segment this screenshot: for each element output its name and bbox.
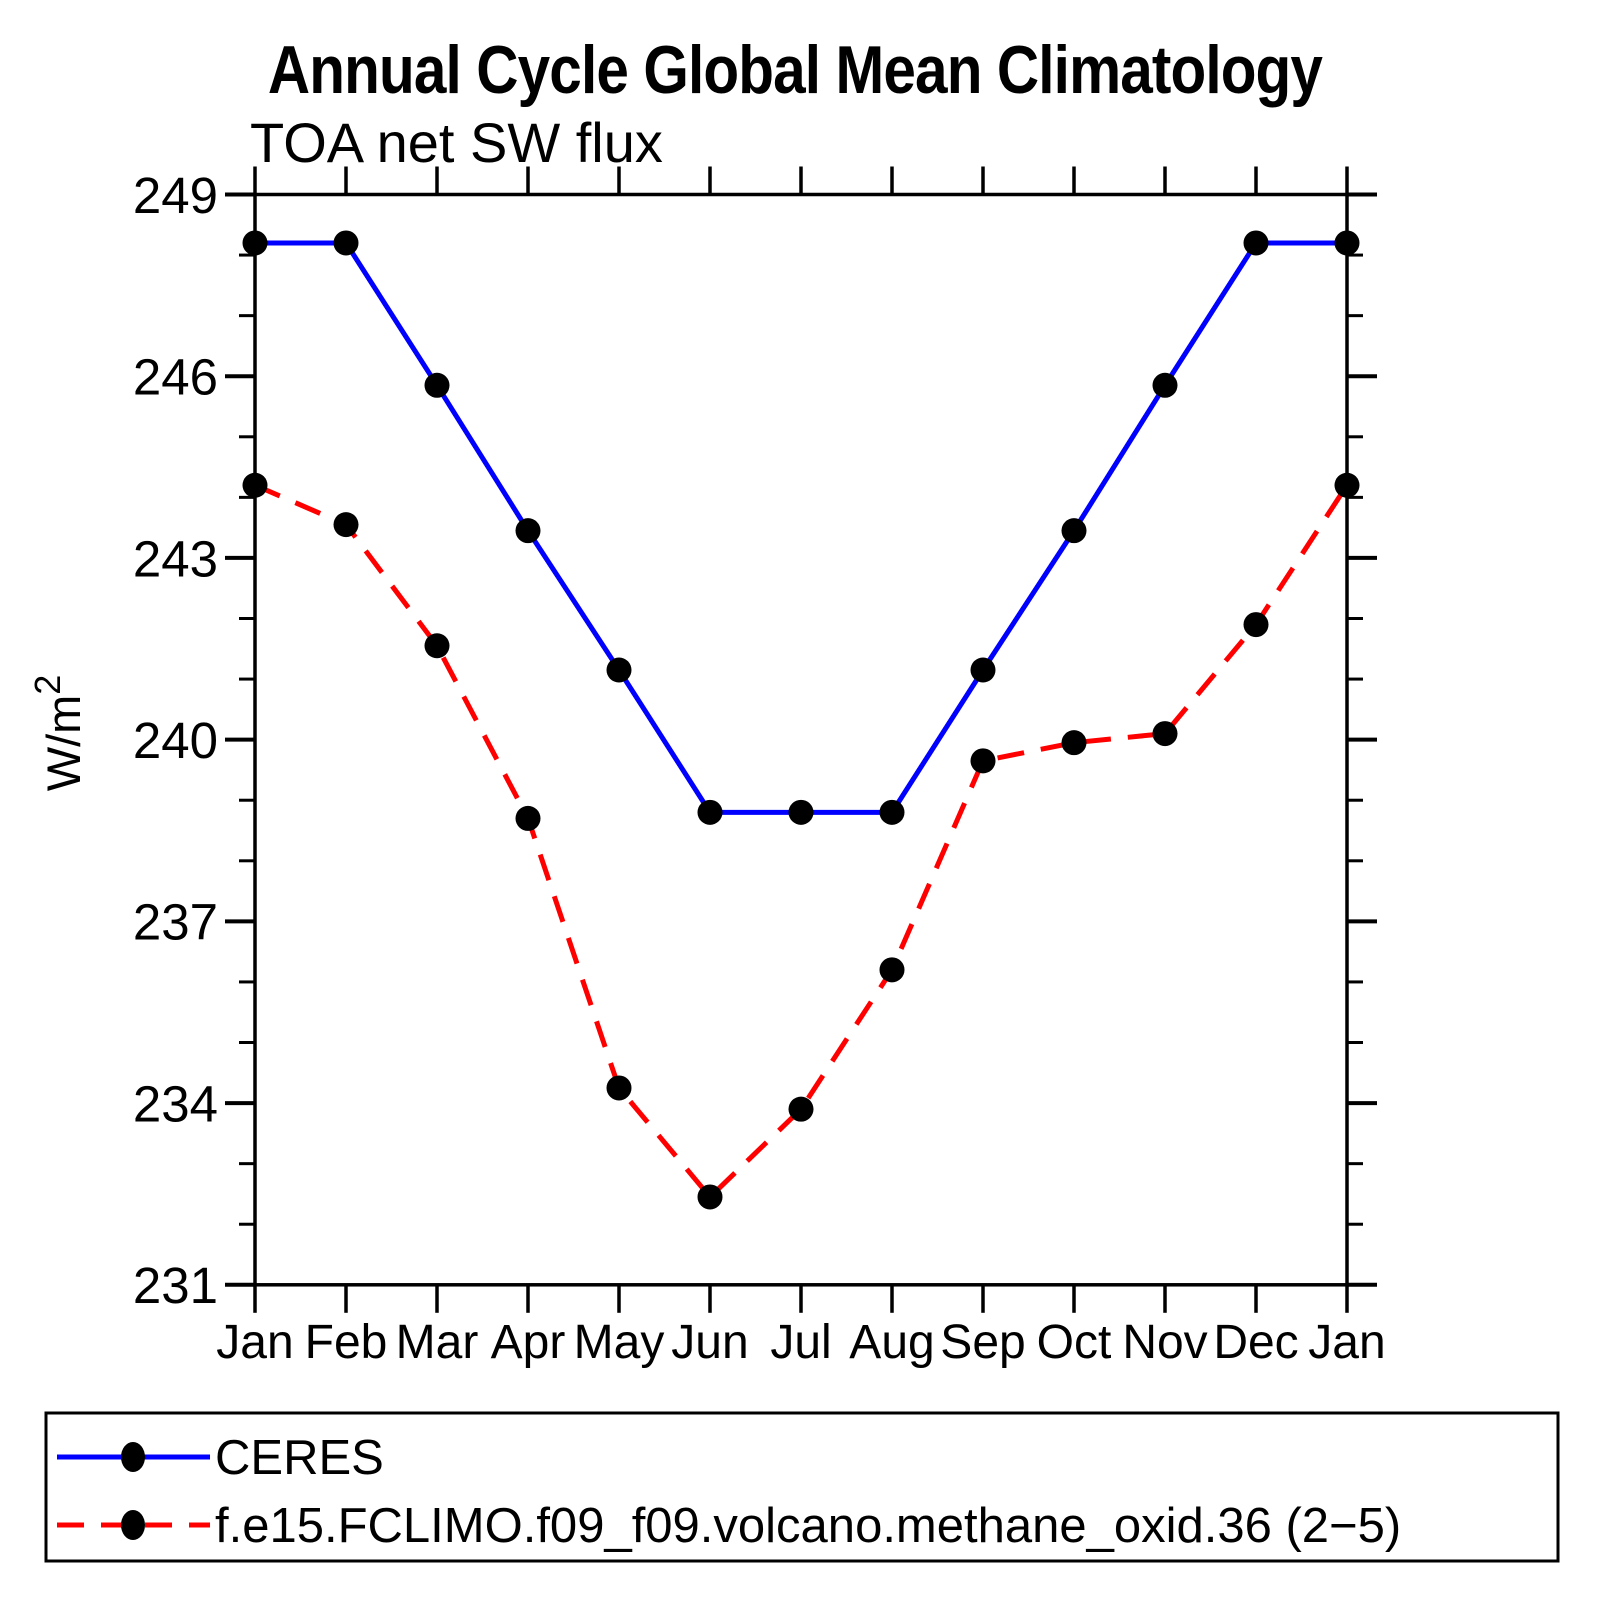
y-tick-label: 246 (133, 349, 218, 406)
x-tick-label: Jan (216, 1316, 293, 1369)
x-tick-label: Sep (940, 1316, 1025, 1369)
data-point-marker (788, 799, 814, 825)
x-tick-label: Oct (1037, 1316, 1112, 1369)
data-point-marker (515, 805, 541, 831)
data-point-marker (333, 512, 359, 538)
data-point-marker (970, 748, 996, 774)
y-tick-label: 234 (133, 1075, 218, 1132)
data-point-marker (970, 657, 996, 683)
y-tick-label: 243 (133, 530, 218, 587)
data-point-marker (606, 1075, 632, 1101)
x-tick-label: Feb (305, 1316, 388, 1369)
x-tick-label: Aug (849, 1316, 934, 1369)
data-point-marker (1061, 518, 1087, 544)
series-line-model (254, 482, 1350, 1201)
data-point-marker (515, 518, 541, 544)
y-tick-label: 231 (133, 1257, 218, 1314)
x-tick-label: Jun (671, 1316, 748, 1369)
data-point-marker (1334, 230, 1360, 256)
data-point-marker (242, 472, 268, 498)
legend-marker-icon (121, 1510, 145, 1540)
data-point-marker (424, 633, 450, 659)
data-point-marker (606, 657, 632, 683)
data-point-marker (788, 1096, 814, 1122)
chart-subtitle: TOA net SW flux (250, 111, 663, 174)
data-point-marker (424, 372, 450, 398)
data-point-marker (879, 799, 905, 825)
data-point-marker (1243, 230, 1269, 256)
y-axis-label: W/m2 (27, 675, 90, 792)
x-tick-label: Apr (491, 1316, 566, 1369)
x-tick-label: Jan (1308, 1316, 1385, 1369)
legend-marker-icon (121, 1442, 145, 1472)
series-line-ceres (255, 240, 1347, 815)
data-point-marker (1152, 372, 1178, 398)
data-point-marker (333, 230, 359, 256)
chart-title: Annual Cycle Global Mean Climatology (268, 33, 1323, 108)
data-point-marker (879, 957, 905, 983)
data-point-marker (697, 1184, 723, 1210)
legend-entry-model[interactable]: f.e15.FCLIMO.f09_f09.volcano.methane_oxi… (57, 1499, 1401, 1553)
legend: CERES f.e15.FCLIMO.f09_f09.volcano.metha… (44, 1411, 1560, 1563)
data-point-marker (1334, 472, 1360, 498)
x-tick-label: Nov (1122, 1316, 1207, 1369)
legend-entry-ceres[interactable]: CERES (57, 1431, 384, 1485)
x-tick-label: Jul (770, 1316, 831, 1369)
legend-label-ceres: CERES (215, 1431, 384, 1485)
x-tick-label: Dec (1213, 1316, 1298, 1369)
y-tick-label: 249 (133, 167, 218, 224)
data-point-marker (242, 230, 268, 256)
y-tick-label: 240 (133, 712, 218, 769)
x-tick-label: Mar (396, 1316, 479, 1369)
legend-label-model: f.e15.FCLIMO.f09_f09.volcano.methane_oxi… (215, 1499, 1401, 1553)
data-point-marker (1152, 721, 1178, 747)
data-point-marker (697, 799, 723, 825)
data-point-marker (1243, 612, 1269, 638)
y-tick-label: 237 (133, 894, 218, 951)
svg-text:W/m2: W/m2 (27, 675, 90, 792)
x-tick-label: May (574, 1316, 665, 1369)
data-point-marker (1061, 730, 1087, 756)
legend-box (44, 1411, 1560, 1563)
